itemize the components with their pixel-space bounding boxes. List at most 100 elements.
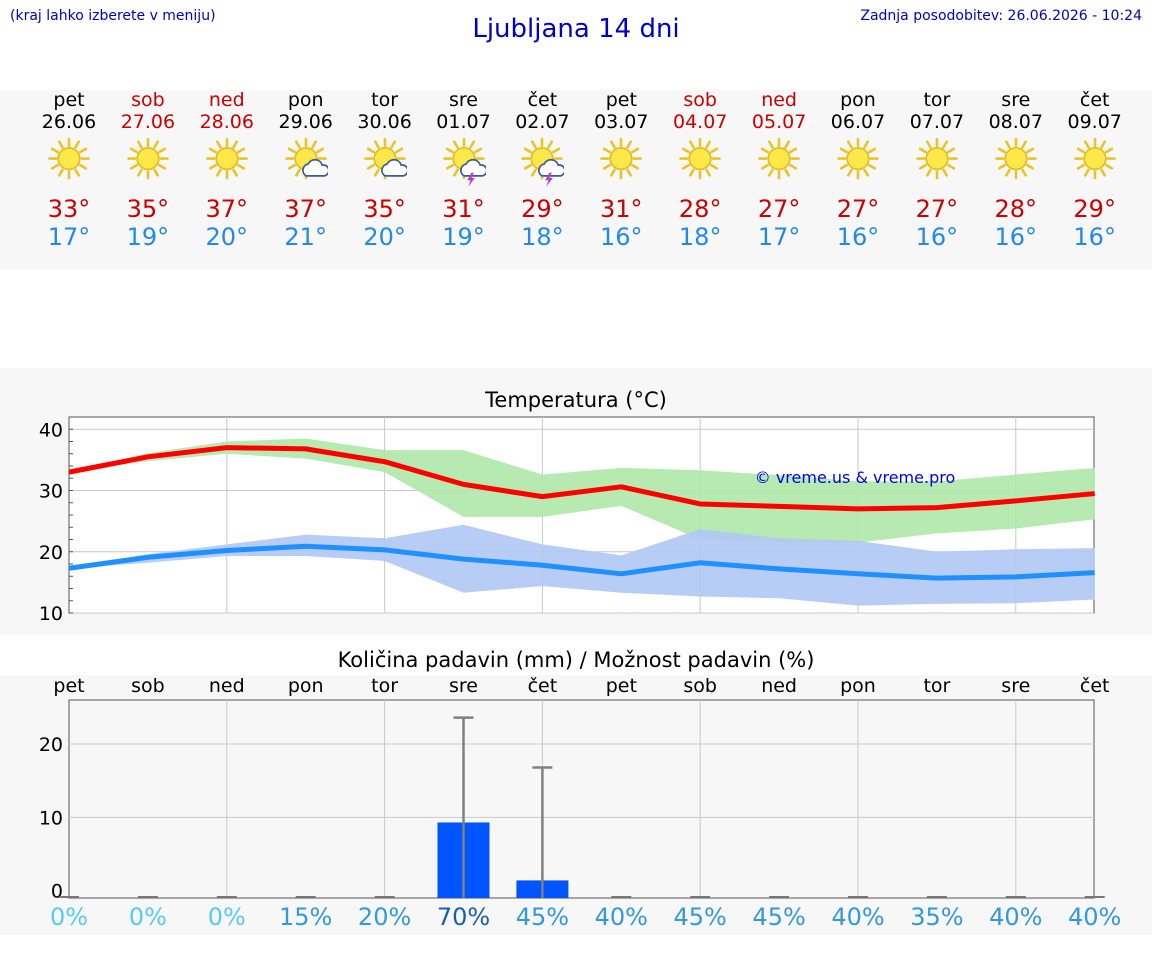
day-date: 29.06 [278,111,333,133]
y-tick-label: 20 [39,542,63,564]
temperature-chart-title: Temperatura (°C) [485,388,667,412]
sun-icon [734,133,824,195]
min-temp: 16° [600,223,643,251]
max-temp: 31° [442,195,485,223]
precip-day-label: pet [605,675,637,697]
precip-day-label: ned [761,675,797,697]
max-temp: 28° [994,195,1038,223]
day-name: ned [761,89,797,111]
min-temp: 19° [126,223,170,251]
precip-probability: 0% [49,903,89,931]
sun-storm-icon [419,133,509,195]
max-temp: 29° [1073,195,1116,223]
precip-probability: 70% [436,903,491,931]
y-tick-label: 10 [39,807,63,829]
day-name: sob [131,89,165,111]
day-date: 28.06 [199,111,254,133]
day-column: pet 03.07 31° 16° [576,89,666,251]
y-tick-label: 30 [39,481,63,503]
sun-storm-icon [497,133,587,195]
day-name: pon [287,89,324,111]
min-temp: 20° [363,223,406,251]
precip-probability: 15% [279,903,333,931]
plot-area [68,699,1095,899]
min-temp: 21° [284,223,327,251]
day-column: sre 08.07 28° 16° [971,89,1061,251]
precip-probability: 40% [989,903,1043,931]
day-date: 02.07 [515,111,570,133]
day-column: pon 06.07 27° 16° [813,89,903,251]
y-tick-label: 40 [39,419,63,441]
day-date: 07.07 [909,111,965,133]
min-temp: 18° [521,223,564,251]
day-name: sre [1001,89,1031,111]
daily-forecast-band [0,90,1152,270]
day-date: 04.07 [672,111,728,133]
sun-icon [655,133,745,195]
min-temp: 16° [915,223,959,251]
precip-day-label: pon [840,675,876,697]
max-temp: 27° [836,195,880,223]
max-temp: 37° [284,195,327,223]
day-date: 03.07 [594,111,649,133]
max-temp: 33° [47,195,91,223]
y-tick-label: 20 [39,734,63,756]
precip-probability: 45% [673,903,727,931]
precip-day-label: tor [923,675,951,697]
precip-day-label: sob [131,675,165,697]
day-column: tor 07.07 27° 16° [892,89,982,251]
sun-cloud-icon [340,133,430,195]
max-temp: 31° [600,195,643,223]
precip-probability: 45% [752,903,806,931]
precip-day-label: čet [527,675,558,697]
min-temp: 16° [994,223,1038,251]
precip-day-label: ned [208,675,245,697]
day-column: čet 09.07 29° 16° [1050,89,1140,251]
sun-icon [892,133,982,195]
day-date: 09.07 [1067,111,1122,133]
min-temp: 16° [836,223,880,251]
min-temp: 17° [757,223,801,251]
precip-day-label: sob [683,675,717,697]
y-tick-label: 10 [39,603,63,625]
precip-probability: 40% [831,903,885,931]
sun-icon [103,133,193,195]
sun-icon [971,133,1061,195]
max-temp: 29° [521,195,564,223]
precip-probability: 40% [1068,903,1122,931]
day-column: sre 01.07 31° 19° [419,89,509,251]
temperature-chart: 10 20 30 40 © vreme.us & vreme.pro [39,416,1095,625]
day-date: 06.07 [830,111,886,133]
precip-probability: 20% [357,903,412,931]
sun-icon [1050,133,1140,195]
precip-day-label: tor [371,675,399,697]
precip-day-label: sre [449,675,478,697]
day-column: ned 05.07 27° 17° [734,89,824,251]
day-name: ned [208,89,245,111]
day-column: čet 02.07 29° 18° [497,89,587,251]
day-date: 27.06 [120,111,176,133]
day-name: tor [923,89,951,111]
min-temp: 20° [205,223,249,251]
precip-probability: 40% [594,903,648,931]
max-temp: 37° [205,195,249,223]
day-column: tor 30.06 35° 20° [340,89,430,251]
day-name: pon [840,89,876,111]
day-name: pet [53,89,85,111]
day-name: sre [449,89,478,111]
max-temp-line [68,445,1095,512]
day-name: čet [1079,89,1110,111]
min-temp-line [68,543,1095,581]
day-date: 26.06 [41,111,97,133]
precip-day-label: pet [53,675,85,697]
max-temp: 27° [757,195,801,223]
precip-probability: 0% [207,903,246,931]
precip-day-label: pon [287,675,324,697]
y-tick-label: 0 [51,881,63,903]
precip-probability: 0% [128,903,167,931]
min-temp: 18° [678,223,722,251]
max-temp: 35° [126,195,170,223]
sun-cloud-icon [261,133,351,195]
day-name: pet [605,89,637,111]
location-hint: (kraj lahko izberete v meniju) [10,8,216,24]
